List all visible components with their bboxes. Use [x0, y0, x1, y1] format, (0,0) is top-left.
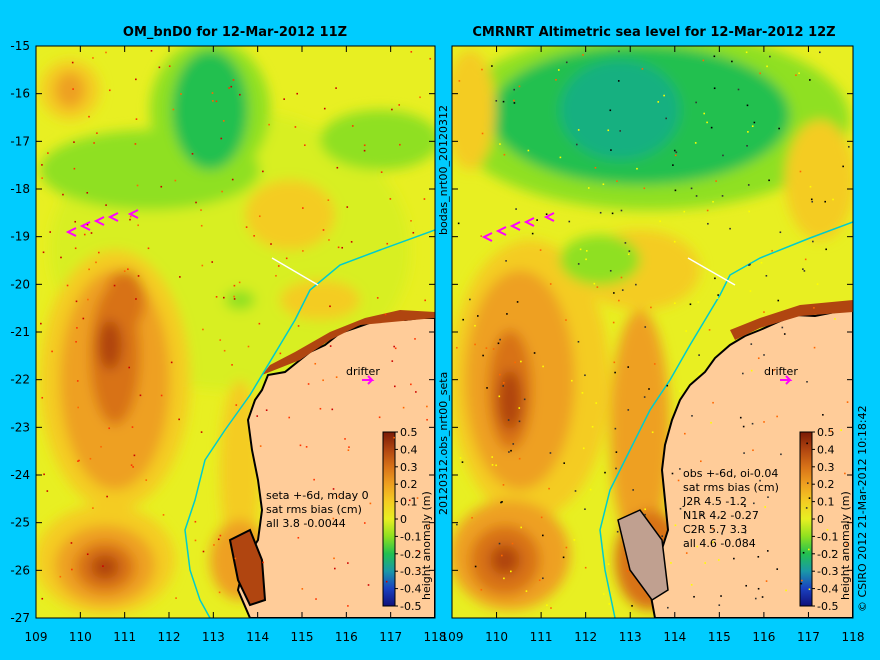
lon-tick-label: 113 [202, 630, 225, 644]
lat-tick-label: -15 [10, 39, 30, 53]
lon-tick-label: 116 [752, 630, 775, 644]
colorbar-tick-label: 0.1 [400, 496, 418, 509]
left-stats: seta +-6d, mday 0 sat rms bias (cm) all … [266, 489, 369, 530]
left-drifter-arrows [65, 209, 375, 385]
lat-tick-label: -23 [10, 420, 30, 434]
right-stats-line: sat rms bias (cm) [683, 481, 779, 494]
lat-tick-label: -20 [10, 277, 30, 291]
left-title: OM_bnD0 for 12-Mar-2012 11Z [123, 25, 347, 40]
lon-tick-label: 109 [441, 630, 464, 644]
colorbar-tick-label: 0.3 [400, 461, 418, 474]
colorbar-tick-label: -0.2 [817, 548, 838, 561]
lon-tick-label: 114 [663, 630, 686, 644]
right-title: CMRNRT Altimetric sea level for 12-Mar-2… [472, 25, 835, 40]
right-drifter-arrows [481, 212, 793, 385]
right-stats-line: C2R 5.7 3.3 [683, 523, 747, 536]
lat-tick-label: -25 [10, 516, 30, 530]
lon-tick-label: 112 [158, 630, 181, 644]
lon-tick-label: 112 [574, 630, 597, 644]
credit-text: © CSIRO 2012 21-Mar-2012 10:18:42 [856, 405, 869, 612]
lon-tick-label: 110 [69, 630, 92, 644]
left-colorbar: 0.5 0.4 0.3 0.2 0.1 0 -0.1 -0.2 -0.3 -0.4 -0.5 hei… [382, 426, 433, 613]
colorbar-tick-label: -0.4 [817, 583, 838, 596]
right-drifter-label: drifter [764, 365, 798, 378]
colorbar-tick-label: 0.2 [817, 478, 835, 491]
right-colorbar-label: height anomaly (m) [839, 491, 852, 600]
colorbar-tick-label: 0.1 [817, 496, 835, 509]
colorbar-tick-label: -0.1 [400, 530, 421, 543]
left-stats-line: all 3.8 -0.0044 [266, 517, 346, 530]
lon-tick-label: 117 [797, 630, 820, 644]
colorbar-tick-label: 0 [817, 513, 824, 526]
colorbar-tick-label: 0.5 [817, 426, 835, 439]
colorbar-tick-label: 0.2 [400, 478, 418, 491]
lon-tick-label: 118 [842, 630, 865, 644]
colorbar-tick-label: -0.4 [400, 583, 421, 596]
colorbar-tick-label: -0.2 [400, 548, 421, 561]
lon-tick-label: 115 [291, 630, 314, 644]
colorbar-tick-label: -0.3 [817, 565, 838, 578]
lat-tick-label: -22 [10, 373, 30, 387]
right-stats: obs +-6d, oi-0.04 sat rms bias (cm) J2R … [682, 467, 779, 550]
lat-tick-label: -16 [10, 87, 30, 101]
left-stats-line: sat rms bias (cm) [266, 503, 362, 516]
lat-tick-label: -27 [10, 611, 30, 625]
right-stats-line: all 4.6 -0.084 [683, 537, 756, 550]
lat-tick-label: -26 [10, 563, 30, 577]
left-isobath [184, 229, 435, 618]
colorbar-tick-label: 0.4 [400, 443, 418, 456]
lon-tick-label: 117 [379, 630, 402, 644]
lon-tick-label: 114 [246, 630, 269, 644]
left-map-panel [36, 46, 435, 618]
lat-tick-label: -21 [10, 325, 30, 339]
lat-tick-label: -19 [10, 230, 30, 244]
colorbar-tick-label: -0.1 [817, 530, 838, 543]
lon-tick-label: 116 [335, 630, 358, 644]
colorbar-tick-label: -0.5 [400, 600, 421, 613]
observation-dots [456, 50, 850, 609]
lat-tick-label: -18 [10, 182, 30, 196]
colorbar-tick-label: -0.5 [817, 600, 838, 613]
left-colorbar-label: height anomaly (m) [420, 491, 433, 600]
lon-tick-label: 118 [424, 630, 447, 644]
left-stats-line: seta +-6d, mday 0 [266, 489, 369, 502]
lon-tick-label: 111 [530, 630, 553, 644]
colorbar-tick-label: 0.3 [817, 461, 835, 474]
lon-tick-label: 110 [485, 630, 508, 644]
right-stats-line: N1R 4.2 -0.27 [683, 509, 759, 522]
axis-ticks: 109 110 111 112 113 114 115 116 117 118 -15 -16 -17 -… [10, 39, 864, 644]
left-drifter-label: drifter [346, 365, 380, 378]
model-id-label: bodas_nrt00_20120312 [437, 105, 450, 235]
colorbar-tick-label: 0.4 [817, 443, 835, 456]
colorbar-tick-label: -0.3 [400, 565, 421, 578]
lon-tick-label: 111 [113, 630, 136, 644]
right-isobath [599, 221, 853, 618]
colorbar-tick-label: 0.5 [400, 426, 418, 439]
observation-dots [40, 50, 432, 607]
obs-id-label: 20120312.obs_nrt00_seta [437, 372, 450, 515]
right-stats-line: J2R 4.5 -1.2 [682, 495, 747, 508]
lon-tick-label: 109 [25, 630, 48, 644]
lat-tick-label: -24 [10, 468, 30, 482]
right-stats-line: obs +-6d, oi-0.04 [683, 467, 778, 480]
colorbar-tick-label: 0 [400, 513, 407, 526]
lat-tick-label: -17 [10, 134, 30, 148]
lon-tick-label: 115 [708, 630, 731, 644]
lon-tick-label: 113 [619, 630, 642, 644]
right-map-panel [452, 46, 853, 618]
